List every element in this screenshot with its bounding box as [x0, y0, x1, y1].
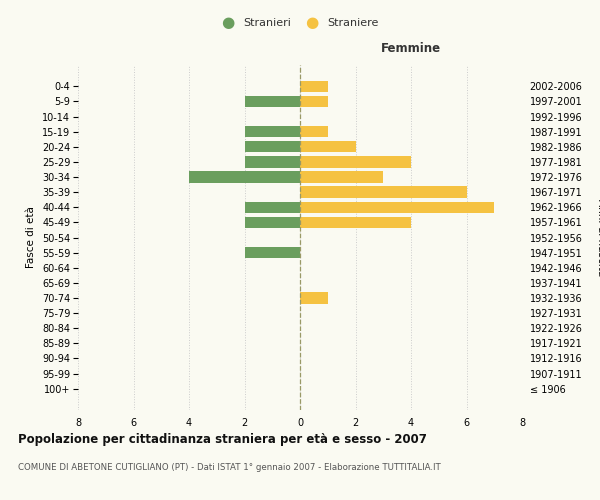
Bar — [300, 156, 411, 168]
Bar — [300, 96, 328, 107]
Bar — [245, 126, 300, 138]
Bar — [300, 216, 411, 228]
Text: ●: ● — [305, 15, 319, 30]
Bar — [189, 172, 300, 182]
Bar — [300, 292, 328, 304]
Bar — [300, 186, 467, 198]
Bar — [245, 247, 300, 258]
Bar — [300, 80, 328, 92]
Text: Popolazione per cittadinanza straniera per età e sesso - 2007: Popolazione per cittadinanza straniera p… — [18, 432, 427, 446]
Bar — [245, 202, 300, 213]
Text: Straniere: Straniere — [327, 18, 379, 28]
Text: COMUNE DI ABETONE CUTIGLIANO (PT) - Dati ISTAT 1° gennaio 2007 - Elaborazione TU: COMUNE DI ABETONE CUTIGLIANO (PT) - Dati… — [18, 462, 441, 471]
Bar — [245, 96, 300, 107]
Text: ●: ● — [221, 15, 235, 30]
Bar — [300, 172, 383, 182]
Bar — [300, 202, 494, 213]
Y-axis label: Anni di nascita: Anni di nascita — [596, 199, 600, 276]
Bar — [245, 156, 300, 168]
Text: Femmine: Femmine — [381, 42, 441, 54]
Bar — [300, 126, 328, 138]
Bar — [300, 141, 356, 152]
Bar — [245, 141, 300, 152]
Text: Stranieri: Stranieri — [243, 18, 291, 28]
Y-axis label: Fasce di età: Fasce di età — [26, 206, 37, 268]
Bar — [245, 216, 300, 228]
